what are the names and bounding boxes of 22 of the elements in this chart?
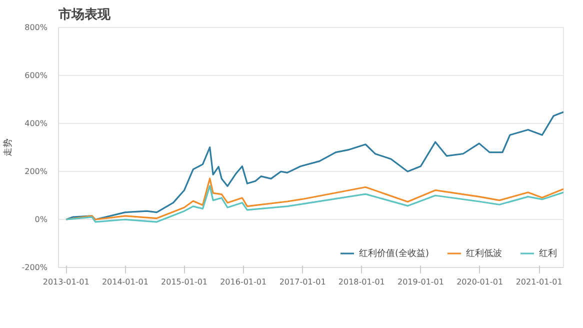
y-tick-label: -200% (22, 263, 48, 272)
legend-label: 红利低波 (466, 248, 502, 260)
x-tick-label: 2020-01-01 (456, 278, 504, 286)
y-tick-label: 800% (24, 23, 48, 32)
x-tick-label: 2019-01-01 (397, 278, 444, 286)
x-tick-label: 2016-01-01 (220, 278, 267, 286)
y-axis-title: 走势 (2, 138, 14, 156)
x-tick-label: 2015-01-01 (161, 278, 208, 286)
y-tick-label: 200% (24, 167, 48, 176)
x-tick-label: 2013-01-01 (42, 278, 90, 286)
y-tick-label: 600% (24, 71, 48, 80)
x-tick-label: 2017-01-01 (279, 278, 326, 286)
legend-label: 红利价值(全收益) (358, 248, 429, 260)
legend-label: 红利 (539, 248, 558, 260)
y-tick-label: 400% (24, 119, 48, 128)
line-series (65, 111, 564, 220)
y-tick-label: 0% (34, 215, 48, 224)
x-tick-label: 2021-01-01 (516, 278, 562, 286)
x-tick-label: 2018-01-01 (338, 278, 385, 286)
chart-title: 市场表现 (58, 6, 112, 22)
x-tick-label: 2014-01-01 (102, 278, 148, 286)
line-series (65, 185, 564, 223)
